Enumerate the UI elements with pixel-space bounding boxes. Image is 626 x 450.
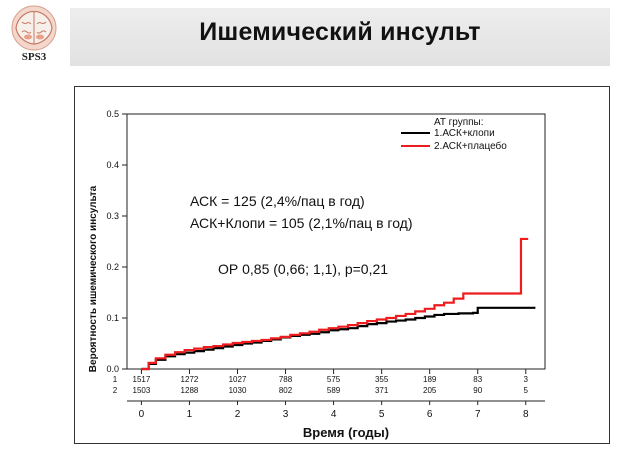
x-tick-label: 2 (235, 409, 241, 420)
risk-cell: 589 (327, 386, 341, 395)
y-tick-label: 0.1 (106, 313, 119, 323)
axes: 0.0 0.1 0.2 0.3 0.4 0.5 0 1 2 3 4 5 6 7 8 (106, 109, 546, 420)
x-tick-label: 3 (283, 409, 289, 420)
risk-cell: 788 (279, 375, 293, 384)
plot-lines (141, 237, 536, 371)
legend-title: AT группы: (434, 117, 484, 128)
x-tick-label: 0 (139, 409, 145, 420)
risk-cell: 802 (279, 386, 293, 395)
plot-area-border (126, 113, 546, 370)
legend-label-1: 1.АСК+клопи (434, 128, 495, 139)
risk-cell: 355 (375, 375, 389, 384)
risk-table: 1 1517 1272 1027 788 575 355 189 83 3 2 1503 1288 103… (113, 375, 529, 395)
logo: SPS3 (6, 4, 62, 64)
title-bar (70, 8, 610, 66)
series-line-1 (141, 306, 536, 371)
annotations: АСК = 125 (2,4%/пац в год) АСК+Клопи = 1… (190, 193, 413, 277)
y-tick-label: 0.0 (106, 364, 119, 374)
risk-cell: 371 (375, 386, 389, 395)
risk-cell: 205 (423, 386, 437, 395)
km-chart: 0.0 0.1 0.2 0.3 0.4 0.5 0 1 2 3 4 5 6 7 8 Вероятность … (88, 109, 546, 440)
risk-cell: 189 (423, 375, 437, 384)
risk-row-label: 1 (113, 375, 118, 384)
y-tick-label: 0.2 (106, 262, 119, 272)
logo-label: SPS3 (21, 51, 47, 63)
slide-title: Ишемический инсульт (199, 18, 481, 46)
risk-cell: 3 (524, 375, 529, 384)
y-tick-label: 0.3 (106, 211, 119, 221)
risk-cell: 1288 (181, 386, 199, 395)
risk-cell: 90 (473, 386, 482, 395)
x-axis-label: Время (годы) (303, 425, 389, 440)
risk-cell: 1272 (181, 375, 199, 384)
risk-cell: 1503 (133, 386, 151, 395)
risk-cell: 1517 (133, 375, 151, 384)
y-axis-label: Вероятность ишемического инсульта (88, 185, 99, 372)
series-line-2 (141, 237, 529, 371)
risk-cell: 1030 (229, 386, 247, 395)
annotation-ask-klopi: АСК+Клопи = 105 (2,1%/пац в год) (190, 215, 413, 231)
x-tick-label: 8 (523, 409, 529, 420)
risk-cell: 1027 (229, 375, 247, 384)
x-tick-label: 5 (379, 409, 385, 420)
chart-frame: 0.0 0.1 0.2 0.3 0.4 0.5 0 1 2 3 4 5 6 7 8 Вероятность … (74, 86, 610, 444)
risk-cell: 575 (327, 375, 341, 384)
y-tick-label: 0.4 (106, 160, 119, 170)
legend-label-2: 2.АСК+плацебо (434, 140, 507, 152)
annotation-ask: АСК = 125 (2,4%/пац в год) (190, 193, 365, 209)
annotation-hazard-ratio: ОР 0,85 (0,66; 1,1), p=0,21 (218, 261, 388, 277)
x-tick-label: 6 (427, 409, 433, 420)
risk-cell: 83 (473, 375, 482, 384)
brain-logo-icon (11, 5, 57, 51)
risk-cell: 5 (524, 386, 529, 395)
legend: AT группы: 1.АСК+клопи 2.АСК+плацебо (401, 117, 507, 152)
x-tick-label: 4 (331, 409, 337, 420)
x-tick-label: 7 (475, 409, 481, 420)
risk-row-label: 2 (113, 386, 118, 395)
y-tick-label: 0.5 (106, 109, 119, 119)
x-tick-label: 1 (187, 409, 193, 420)
